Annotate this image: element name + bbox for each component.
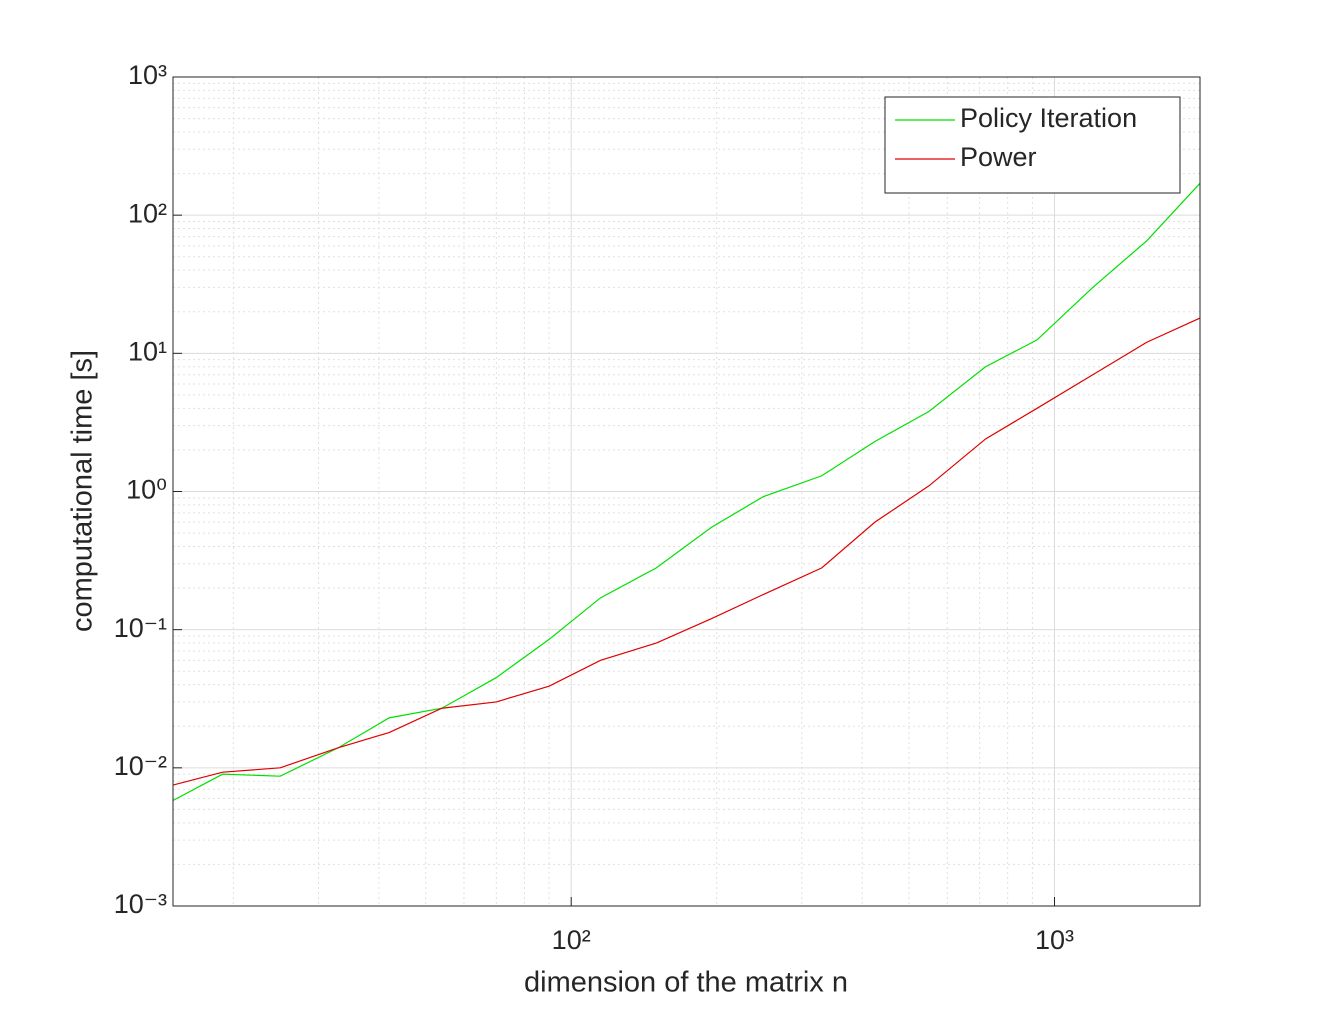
y-tick-label: 10⁻¹ xyxy=(114,613,167,643)
y-tick-label: 10¹ xyxy=(128,336,167,366)
y-axis-label: computational time [s] xyxy=(67,350,99,632)
legend-box xyxy=(884,96,1181,194)
y-tick-label: 10⁻³ xyxy=(114,889,167,919)
y-tick-label: 10³ xyxy=(128,60,167,90)
y-tick-label: 10⁰ xyxy=(126,475,167,505)
y-tick-label: 10² xyxy=(128,198,167,228)
legend-label: Policy Iteration xyxy=(960,103,1137,133)
legend-label: Power xyxy=(960,142,1037,172)
x-axis-label: dimension of the matrix n xyxy=(524,967,848,999)
axes-box xyxy=(172,76,1201,907)
y-tick-label: 10⁻² xyxy=(114,751,167,781)
series-line xyxy=(172,317,1201,786)
x-tick-label: 10³ xyxy=(1035,925,1074,955)
series-line xyxy=(172,182,1201,802)
x-tick-label: 10² xyxy=(552,925,591,955)
